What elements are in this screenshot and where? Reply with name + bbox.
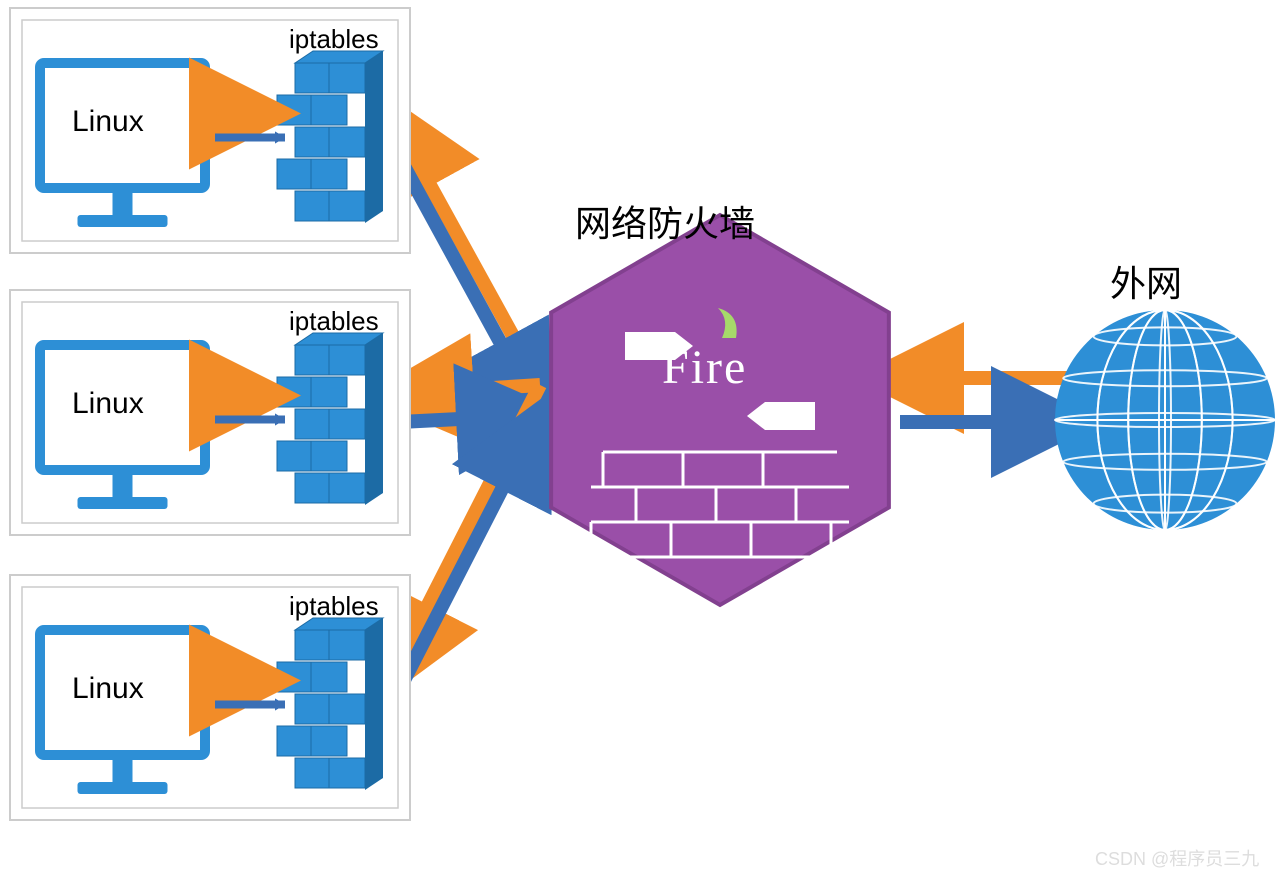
external-network-label: 外网: [1110, 255, 1182, 307]
fire-text: Fire: [662, 340, 747, 395]
watermark-text: CSDN @程序员三九: [1095, 845, 1259, 871]
iptables-label: iptables: [289, 306, 379, 337]
iptables-label: iptables: [289, 24, 379, 55]
iptables-label: iptables: [289, 591, 379, 622]
linux-label: Linux: [72, 672, 144, 706]
linux-label: Linux: [72, 387, 144, 421]
linux-label: Linux: [72, 105, 144, 139]
network-firewall-title: 网络防火墙: [575, 195, 755, 247]
network-firewall-hexagon: [551, 215, 889, 605]
